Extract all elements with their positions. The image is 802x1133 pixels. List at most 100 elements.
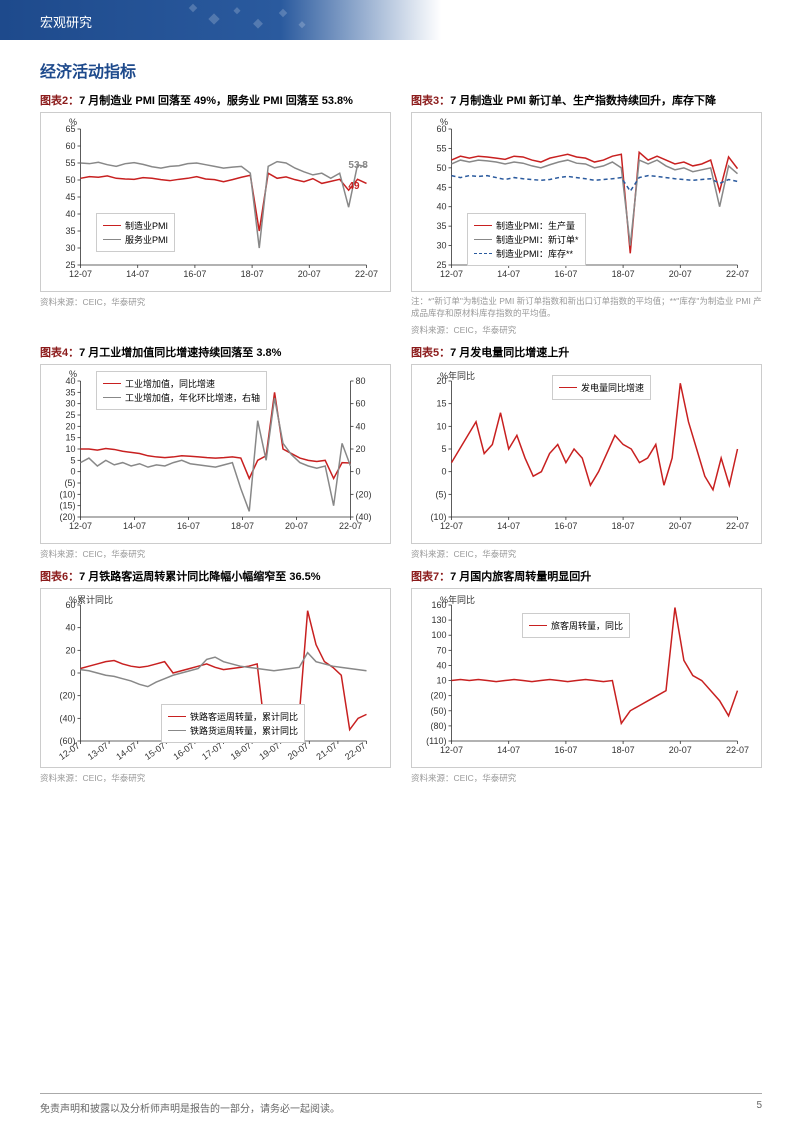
svg-text:18-07: 18-07	[612, 269, 635, 279]
legend-label: 工业增加值，年化环比增速，右轴	[125, 391, 260, 404]
page-number: 5	[756, 1100, 762, 1115]
svg-text:22-07: 22-07	[726, 521, 749, 531]
svg-text:30: 30	[65, 243, 75, 253]
svg-text:22-07: 22-07	[355, 269, 378, 279]
svg-text:10: 10	[436, 675, 446, 685]
svg-text:0: 0	[70, 668, 75, 678]
chart-cell: 图表6：7 月铁路客运周转累计同比降幅小幅缩窄至 36.5% (60)(40)(2…	[40, 568, 391, 784]
legend-item: 制造业PMI：库存**	[474, 247, 579, 260]
svg-text:12-07: 12-07	[440, 269, 463, 279]
svg-text:20-07: 20-07	[285, 521, 308, 531]
chart-note: 注：*"新订单"为制造业 PMI 新订单指数和新出口订单指数的平均值；**"库存…	[411, 296, 762, 320]
legend-label: 工业增加值，同比增速	[125, 377, 215, 390]
svg-text:35: 35	[436, 221, 446, 231]
chart-cell: 图表2：7 月制造业 PMI 回落至 49%，服务业 PMI 回落至 53.8%…	[40, 92, 391, 336]
svg-text:100: 100	[431, 630, 446, 640]
legend-line-icon	[168, 716, 186, 717]
section-title: 经济活动指标	[40, 58, 802, 82]
chart-legend: 制造业PMI：生产量制造业PMI：新订单*制造业PMI：库存**	[467, 213, 586, 266]
svg-text:16-07: 16-07	[554, 745, 577, 755]
chart-unit-label: %	[69, 369, 77, 379]
svg-text:18-07: 18-07	[231, 521, 254, 531]
svg-text:50: 50	[65, 175, 75, 185]
svg-text:(80): (80)	[430, 721, 446, 731]
chart-annotation: 49	[348, 181, 359, 192]
legend-line-icon	[529, 625, 547, 626]
svg-text:14-07: 14-07	[497, 745, 520, 755]
header-brand-block: 华泰证券 HUATAI SECURITIES	[652, 6, 762, 37]
chart-legend: 制造业PMI服务业PMI	[96, 213, 175, 252]
svg-text:16-07: 16-07	[177, 521, 200, 531]
legend-label: 发电量同比增速	[581, 381, 644, 394]
chart-cell: 图表5：7 月发电量同比增速上升(10)(5)0510152012-0714-0…	[411, 344, 762, 560]
chart-annotation: 53.8	[348, 160, 367, 171]
legend-line-icon	[559, 387, 577, 388]
chart-title: 图表6：7 月铁路客运周转累计同比降幅小幅缩窄至 36.5%	[40, 568, 391, 584]
chart-title: 图表2：7 月制造业 PMI 回落至 49%，服务业 PMI 回落至 53.8%	[40, 92, 391, 108]
svg-text:16-07: 16-07	[183, 269, 206, 279]
legend-label: 旅客周转量，同比	[551, 619, 623, 632]
svg-text:18-07: 18-07	[612, 745, 635, 755]
svg-text:0: 0	[70, 466, 75, 476]
svg-text:14-07: 14-07	[497, 521, 520, 531]
legend-line-icon	[474, 239, 492, 240]
svg-text:(5): (5)	[65, 478, 76, 488]
legend-label: 铁路客运周转量，累计同比	[190, 710, 298, 723]
svg-text:15: 15	[436, 398, 446, 408]
svg-text:18-07: 18-07	[229, 740, 254, 761]
chart-box: (60)(40)(20)020406012-0713-0714-0715-071…	[40, 588, 391, 768]
chart-title-prefix: 图表3：	[411, 95, 450, 107]
charts-grid: 图表2：7 月制造业 PMI 回落至 49%，服务业 PMI 回落至 53.8%…	[0, 92, 802, 792]
chart-title-prefix: 图表2：	[40, 95, 79, 107]
svg-text:40: 40	[436, 660, 446, 670]
legend-item: 制造业PMI：生产量	[474, 219, 579, 232]
svg-text:17-07: 17-07	[200, 740, 225, 761]
svg-text:(10): (10)	[59, 489, 75, 499]
legend-label: 服务业PMI	[125, 233, 168, 246]
svg-text:20: 20	[65, 421, 75, 431]
svg-text:0: 0	[441, 466, 446, 476]
chart-source: 资料来源：CEIC，华泰研究	[40, 772, 391, 784]
chart-cell: 图表7：7 月国内旅客周转量明显回升(110)(80)(50)(20)10407…	[411, 568, 762, 784]
svg-text:70: 70	[436, 645, 446, 655]
svg-text:20-07: 20-07	[669, 269, 692, 279]
svg-text:5: 5	[70, 455, 75, 465]
svg-text:16-07: 16-07	[554, 521, 577, 531]
legend-line-icon	[103, 397, 121, 398]
chart-title-text: 7 月国内旅客周转量明显回升	[450, 571, 591, 583]
chart-box: (110)(80)(50)(20)10407010013016012-0714-…	[411, 588, 762, 768]
header-category: 宏观研究	[40, 12, 92, 31]
legend-line-icon	[474, 253, 492, 254]
chart-title-text: 7 月发电量同比增速上升	[450, 347, 569, 359]
legend-label: 制造业PMI：库存**	[496, 247, 573, 260]
svg-text:80: 80	[356, 376, 366, 386]
svg-text:12-07: 12-07	[69, 521, 92, 531]
legend-item: 制造业PMI	[103, 219, 168, 232]
chart-title: 图表3：7 月制造业 PMI 新订单、生产指数持续回升，库存下降	[411, 92, 762, 108]
svg-text:60: 60	[65, 141, 75, 151]
page-header: 宏观研究 华泰证券 HUATAI SECURITIES	[0, 0, 802, 40]
chart-cell: 图表4：7 月工业增加值同比增速持续回落至 3.8%(20)(15)(10)(5…	[40, 344, 391, 560]
chart-title-text: 7 月工业增加值同比增速持续回落至 3.8%	[79, 347, 281, 359]
svg-text:(20): (20)	[430, 690, 446, 700]
svg-text:10: 10	[436, 421, 446, 431]
svg-text:20-07: 20-07	[669, 521, 692, 531]
brand-name-cn: 华泰证券	[685, 6, 762, 30]
svg-text:(15): (15)	[59, 500, 75, 510]
svg-text:14-07: 14-07	[126, 269, 149, 279]
svg-text:15: 15	[65, 432, 75, 442]
chart-source: 资料来源：CEIC，华泰研究	[411, 548, 762, 560]
legend-item: 铁路货运周转量，累计同比	[168, 724, 298, 737]
chart-title-prefix: 图表4：	[40, 347, 79, 359]
svg-text:12-07: 12-07	[69, 269, 92, 279]
svg-text:16-07: 16-07	[554, 269, 577, 279]
chart-source: 资料来源：CEIC，华泰研究	[40, 548, 391, 560]
chart-legend: 旅客周转量，同比	[522, 613, 630, 638]
chart-unit-label: %年同比	[440, 593, 475, 606]
chart-box: (10)(5)0510152012-0714-0716-0718-0720-07…	[411, 364, 762, 544]
svg-text:22-07: 22-07	[726, 745, 749, 755]
chart-source: 资料来源：CEIC，华泰研究	[40, 296, 391, 308]
svg-text:(5): (5)	[436, 489, 447, 499]
chart-title-text: 7 月铁路客运周转累计同比降幅小幅缩窄至 36.5%	[79, 571, 320, 583]
legend-item: 工业增加值，同比增速	[103, 377, 260, 390]
